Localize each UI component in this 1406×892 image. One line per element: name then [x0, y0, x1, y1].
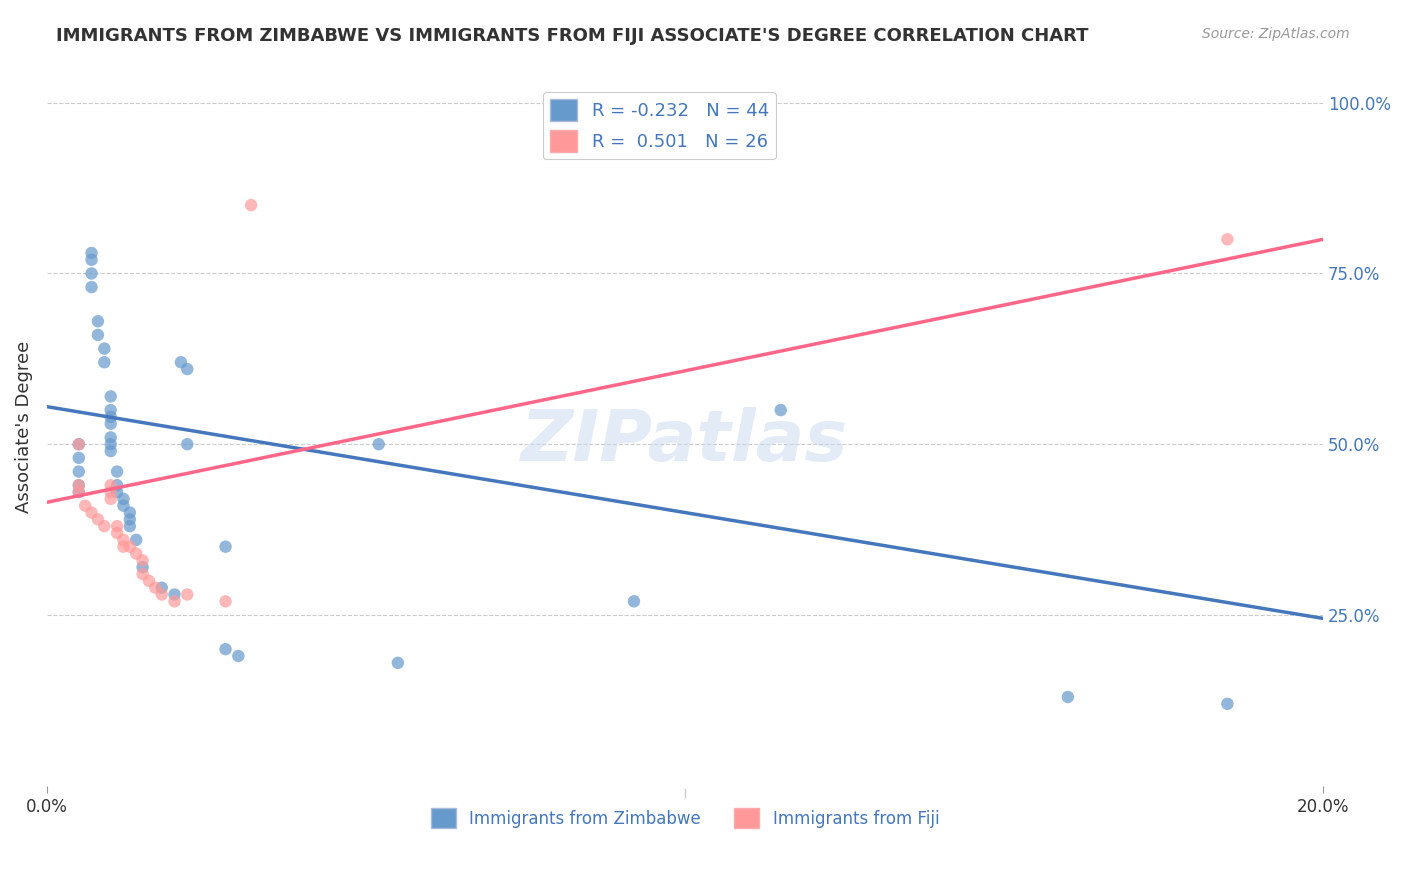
Point: [87, 512, 110, 526]
Point: [87, 327, 110, 342]
Point: [112, 491, 135, 506]
Point: [214, 642, 236, 657]
Point: [176, 437, 198, 451]
Point: [240, 198, 263, 212]
Point: [100, 478, 122, 492]
Legend: Immigrants from Zimbabwe, Immigrants from Fiji: Immigrants from Zimbabwe, Immigrants fro…: [425, 801, 946, 835]
Point: [150, 581, 173, 595]
Point: [67, 450, 90, 465]
Point: [100, 491, 122, 506]
Text: Source: ZipAtlas.com: Source: ZipAtlas.com: [1202, 27, 1350, 41]
Point: [93, 355, 115, 369]
Point: [214, 594, 236, 608]
Point: [176, 362, 198, 376]
Point: [80, 506, 103, 520]
Point: [80, 267, 103, 281]
Point: [1216, 232, 1239, 246]
Point: [163, 587, 186, 601]
Point: [87, 314, 110, 328]
Point: [80, 280, 103, 294]
Point: [125, 533, 148, 547]
Point: [93, 519, 115, 533]
Point: [176, 587, 198, 601]
Point: [1216, 697, 1239, 711]
Point: [105, 478, 128, 492]
Point: [67, 437, 90, 451]
Point: [100, 437, 122, 451]
Point: [100, 389, 122, 403]
Point: [105, 465, 128, 479]
Point: [100, 403, 122, 417]
Point: [75, 499, 97, 513]
Point: [367, 437, 389, 451]
Text: ZIPatlas: ZIPatlas: [522, 407, 849, 476]
Point: [387, 656, 409, 670]
Point: [67, 485, 90, 500]
Point: [100, 444, 122, 458]
Point: [105, 519, 128, 533]
Point: [100, 430, 122, 444]
Point: [170, 355, 193, 369]
Point: [67, 478, 90, 492]
Point: [105, 485, 128, 500]
Point: [131, 553, 153, 567]
Point: [80, 252, 103, 267]
Point: [67, 485, 90, 500]
Point: [67, 478, 90, 492]
Point: [112, 499, 135, 513]
Point: [118, 512, 141, 526]
Point: [125, 547, 148, 561]
Point: [228, 648, 250, 663]
Point: [131, 560, 153, 574]
Point: [67, 437, 90, 451]
Point: [112, 533, 135, 547]
Point: [93, 342, 115, 356]
Point: [623, 594, 645, 608]
Point: [118, 506, 141, 520]
Point: [769, 403, 792, 417]
Point: [100, 417, 122, 431]
Point: [138, 574, 160, 588]
Point: [67, 465, 90, 479]
Point: [131, 567, 153, 582]
Point: [163, 594, 186, 608]
Point: [150, 587, 173, 601]
Point: [118, 519, 141, 533]
Point: [214, 540, 236, 554]
Point: [80, 246, 103, 260]
Point: [145, 581, 167, 595]
Point: [100, 409, 122, 424]
Text: IMMIGRANTS FROM ZIMBABWE VS IMMIGRANTS FROM FIJI ASSOCIATE'S DEGREE CORRELATION : IMMIGRANTS FROM ZIMBABWE VS IMMIGRANTS F…: [56, 27, 1088, 45]
Y-axis label: Associate's Degree: Associate's Degree: [15, 341, 32, 513]
Point: [118, 540, 141, 554]
Point: [112, 540, 135, 554]
Point: [1057, 690, 1080, 704]
Point: [105, 526, 128, 541]
Point: [100, 485, 122, 500]
